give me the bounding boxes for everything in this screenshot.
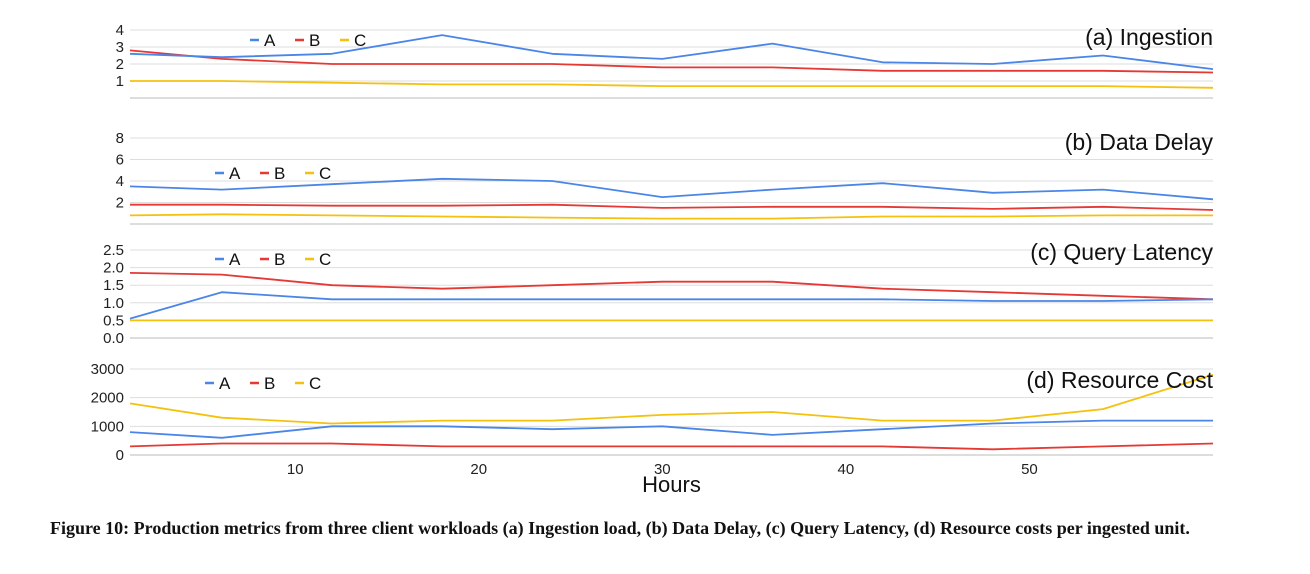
panel-title: (a) Ingestion — [1085, 24, 1213, 50]
series-line-a — [129, 291, 1214, 320]
y-tick-label: 2000 — [91, 390, 124, 407]
series-line-c — [130, 80, 1214, 89]
legend-label-a: A — [219, 374, 231, 393]
y-tick-label: 0.0 — [103, 330, 124, 347]
legend-label-b: B — [309, 31, 320, 50]
legend-label-b: B — [274, 250, 285, 269]
y-tick-label: 1.5 — [103, 277, 124, 294]
panel-title: (c) Query Latency — [1030, 239, 1213, 265]
series-line-a — [129, 177, 1214, 201]
series-line-b — [129, 442, 1214, 451]
series-line-b — [130, 203, 1214, 211]
legend-label-a: A — [229, 250, 241, 269]
y-tick-label: 2.0 — [103, 260, 124, 277]
y-tick-label: 1.0 — [103, 295, 124, 312]
y-tick-label: 4 — [116, 173, 124, 190]
y-tick-label: 2 — [116, 195, 124, 212]
x-tick-label: 50 — [1021, 461, 1038, 478]
y-tick-label: 0 — [116, 447, 124, 464]
x-tick-label: 30 — [654, 461, 671, 478]
y-tick-label: 2.5 — [103, 242, 124, 259]
series-line-c — [129, 213, 1213, 220]
y-tick-label: 3000 — [91, 361, 124, 378]
panel-title: (b) Data Delay — [1065, 129, 1214, 155]
series-line-a — [129, 34, 1214, 70]
legend-label-c: C — [309, 374, 321, 393]
panel-title: (d) Resource Cost — [1026, 367, 1213, 393]
y-tick-label: 1000 — [91, 418, 124, 435]
legend-label-c: C — [319, 250, 331, 269]
figure-caption: Figure 10: Production metrics from three… — [50, 518, 1190, 538]
legend-label-b: B — [264, 374, 275, 393]
x-axis-title: Hours — [642, 472, 701, 497]
y-tick-label: 2 — [116, 56, 124, 73]
y-tick-label: 6 — [116, 152, 124, 169]
legend-label-b: B — [274, 164, 285, 183]
legend-label-a: A — [229, 164, 241, 183]
series-line-a — [129, 419, 1213, 439]
y-tick-label: 4 — [116, 22, 124, 39]
y-tick-label: 8 — [116, 130, 124, 147]
series-line-b — [129, 272, 1214, 301]
y-tick-label: 3 — [116, 39, 124, 56]
series-line-c — [129, 373, 1214, 425]
legend-label-c: C — [354, 31, 366, 50]
series-line-b — [129, 49, 1214, 74]
x-tick-label: 10 — [287, 461, 304, 478]
x-tick-label: 40 — [838, 461, 855, 478]
y-tick-label: 1 — [116, 73, 124, 90]
legend-label-c: C — [319, 164, 331, 183]
legend-label-a: A — [264, 31, 276, 50]
y-tick-label: 0.5 — [103, 312, 124, 329]
x-tick-label: 20 — [470, 461, 487, 478]
